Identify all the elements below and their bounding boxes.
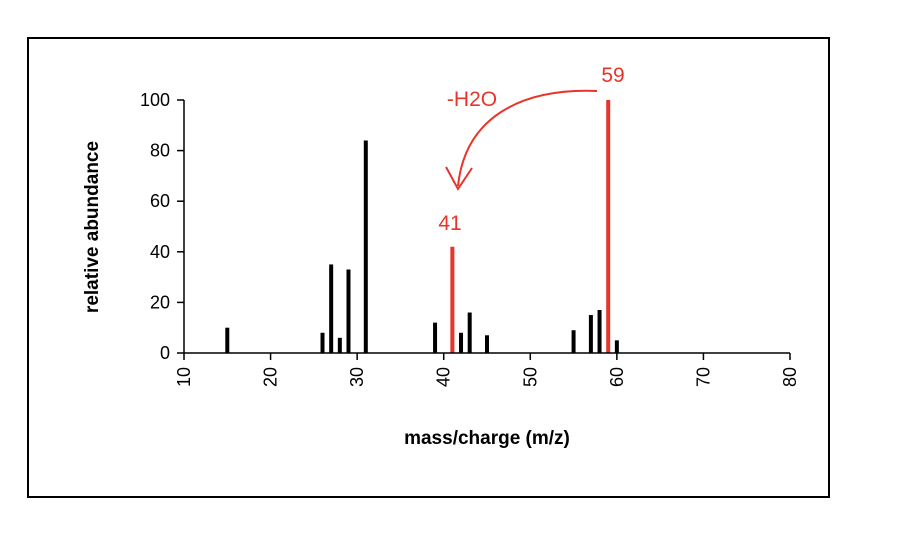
chart-border <box>27 37 830 498</box>
peak-bar <box>485 335 489 353</box>
x-ticks-layer: 10 20 30 40 50 60 70 80 <box>174 353 800 387</box>
peak-bar <box>614 340 619 353</box>
x-tick-label: 30 <box>347 367 367 387</box>
water-loss-arrow <box>457 89 598 187</box>
peak-bar <box>597 309 602 353</box>
peak-label-41: 41 <box>438 212 461 235</box>
y-ticks-layer: 0 20 40 60 80 100 <box>140 90 184 363</box>
x-tick-label: 80 <box>780 367 800 387</box>
peak-bar <box>320 332 325 353</box>
peak-bar <box>433 322 438 353</box>
peak-bar <box>467 312 472 353</box>
bars-layer <box>225 100 619 353</box>
y-tick-label: 80 <box>150 141 170 161</box>
water-loss-arrowhead <box>445 166 473 191</box>
y-tick-label: 100 <box>140 90 170 110</box>
peak-bar <box>571 330 576 353</box>
peak-bar <box>459 332 464 353</box>
x-tick-label: 50 <box>520 367 540 387</box>
x-tick-label: 60 <box>607 367 627 387</box>
water-loss-label: -H2O <box>447 88 497 111</box>
y-tick-label: 60 <box>150 191 170 211</box>
peak-bar <box>225 327 230 353</box>
peak-bar <box>363 140 368 353</box>
peak-label-59: 59 <box>601 64 624 87</box>
peak-bar <box>329 264 334 353</box>
x-tick-label: 40 <box>434 367 454 387</box>
x-axis-title: mass/charge (m/z) <box>404 428 570 449</box>
y-tick-label: 20 <box>150 292 170 312</box>
y-tick-label: 0 <box>160 343 170 363</box>
peak-bar <box>346 269 351 353</box>
y-axis-title: relative abundance <box>82 141 103 313</box>
peak-bar <box>588 315 593 353</box>
x-tick-label: 20 <box>261 367 281 387</box>
peak-bar-highlight <box>450 246 455 353</box>
x-tick-label: 70 <box>693 367 713 387</box>
y-tick-label: 40 <box>150 242 170 262</box>
peak-bar-highlight <box>606 100 611 353</box>
peak-bar <box>337 337 342 353</box>
x-tick-label: 10 <box>174 367 194 387</box>
annotations-layer: 59 41 -H2O <box>438 64 624 235</box>
